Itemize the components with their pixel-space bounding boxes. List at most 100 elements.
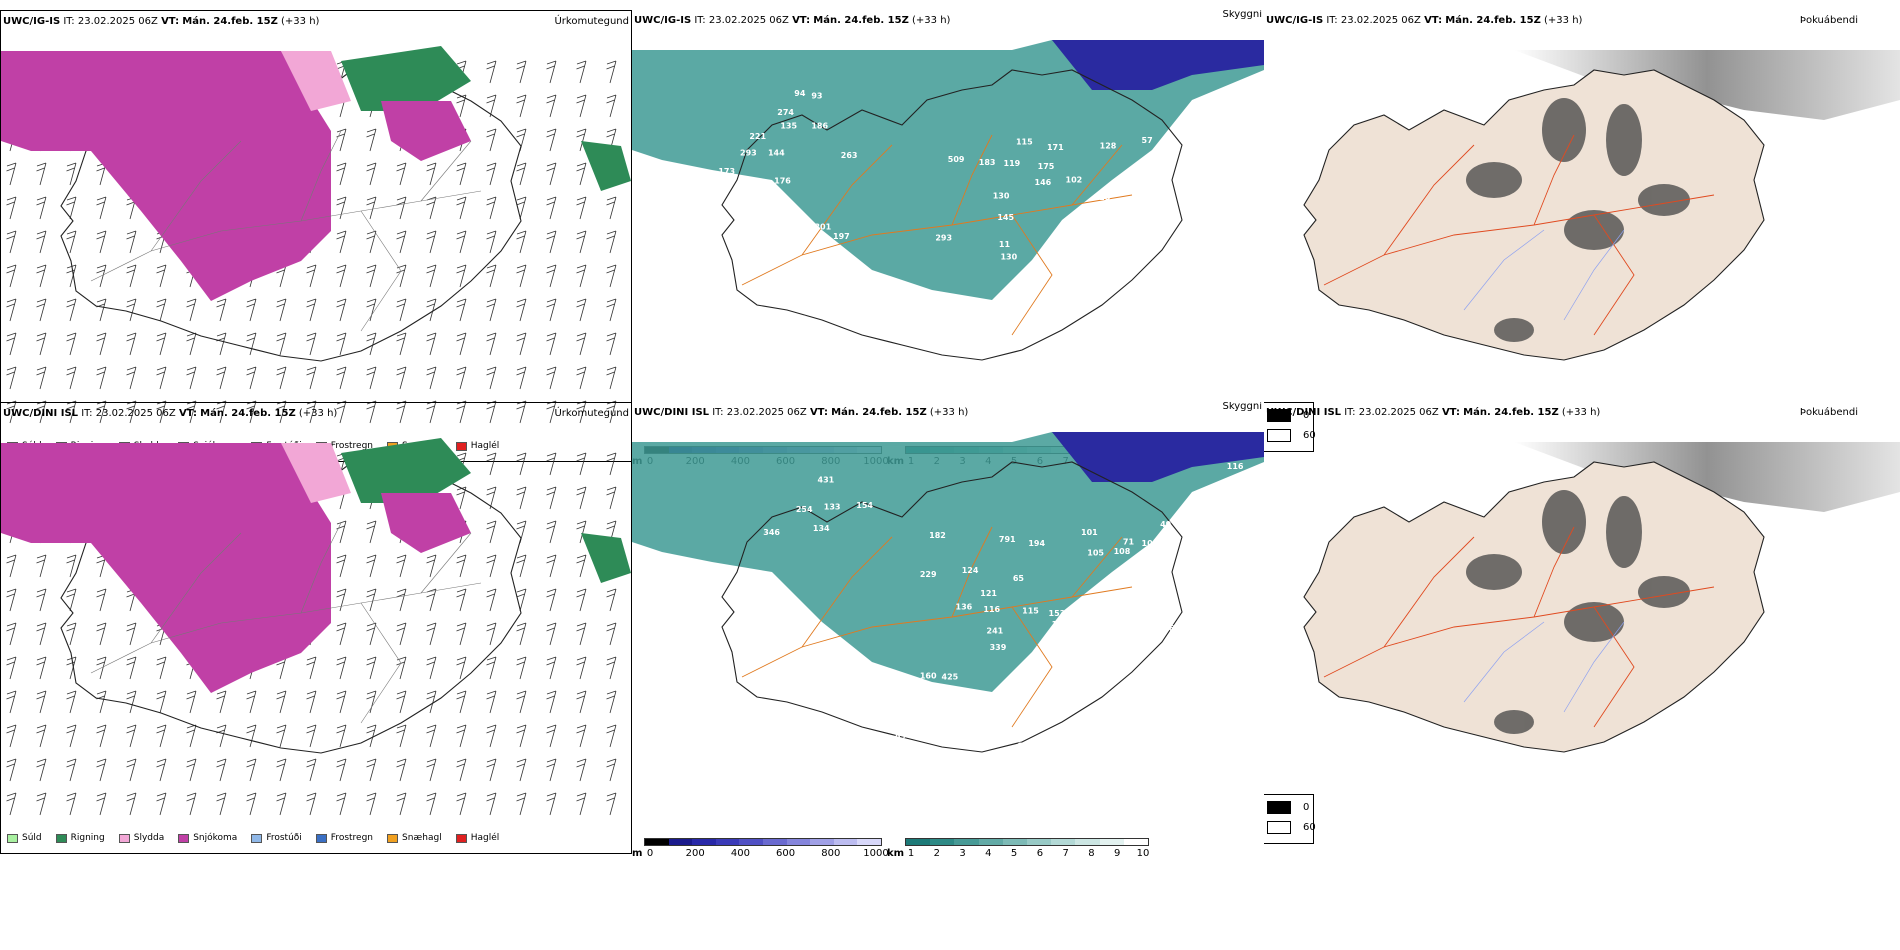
colorbar-km: km 1 2 3 4 5 6 7 8 9 10 [887, 838, 1149, 868]
visibility-value: 105 [1087, 548, 1104, 557]
wind-barb [426, 264, 437, 288]
wind-barb [486, 128, 497, 152]
fog-legend-row: 60 [1267, 821, 1316, 834]
wind-barb [306, 298, 317, 322]
wind-barb [456, 758, 467, 782]
visibility-value: 182 [929, 531, 946, 540]
wind-barb [426, 656, 437, 680]
wind-barb [6, 792, 17, 816]
visibility-value: 145 [997, 213, 1014, 222]
init-time: IT: 23.02.2025 06Z [694, 15, 789, 26]
legend-swatch [455, 833, 467, 843]
wind-barb [366, 162, 377, 186]
wind-barb [126, 332, 137, 356]
panel-header: UWC/IG-IS IT: 23.02.2025 06Z VT: Mán. 24… [634, 10, 1262, 28]
valid-time: Mán. 24.feb. 15Z [1463, 407, 1559, 418]
wind-barb [336, 622, 347, 646]
wind-barb [486, 588, 497, 612]
wind-barb [456, 690, 467, 714]
visibility-value: 94 [794, 89, 806, 98]
wind-barb [216, 332, 227, 356]
fog-legend-swatch [1267, 801, 1291, 814]
wind-barb [126, 622, 137, 646]
visibility-value: 92 [1142, 642, 1153, 651]
visibility-value: 101 [1081, 528, 1098, 537]
wind-barb [456, 264, 467, 288]
colorbar-tick: 1 [907, 848, 915, 859]
wind-barb [246, 298, 257, 322]
visibility-value: 791 [999, 535, 1016, 544]
wind-barb [6, 366, 17, 390]
valid-time-label: VT: [809, 407, 828, 418]
wind-barb [606, 298, 617, 322]
wind-barb [576, 792, 587, 816]
wind-barb [336, 196, 347, 220]
wind-barb [546, 656, 557, 680]
init-time: IT: 23.02.2025 06Z [81, 408, 176, 419]
colorbar-cell [978, 839, 1003, 845]
wind-barb [6, 656, 17, 680]
colorbar-cell [786, 839, 811, 845]
visibility-value: 171 [1047, 143, 1064, 152]
wind-barb [276, 758, 287, 782]
wind-barb [36, 656, 47, 680]
wind-barb [6, 690, 17, 714]
wind-barb [396, 366, 407, 390]
visibility-value: 346 [763, 528, 780, 537]
visibility-value: 509 [948, 155, 965, 164]
visibility-value: 130 [1000, 252, 1017, 261]
colorbar-tick: 400 [730, 848, 750, 859]
panel-header: UWC/IG-IS IT: 23.02.2025 06Z VT: Mán. 24… [1266, 14, 1898, 28]
wind-barb [456, 724, 467, 748]
low-visibility-area [1052, 40, 1264, 90]
visibility-value: 339 [990, 643, 1007, 652]
visibility-value: 183 [977, 723, 994, 732]
wind-barb [186, 332, 197, 356]
colorbar-cell [954, 839, 979, 845]
fog-legend-swatch [1267, 409, 1291, 422]
colorbar-cell [692, 839, 716, 845]
visibility-value: 183 [979, 158, 996, 167]
wind-barb [336, 230, 347, 254]
road-network [90, 130, 482, 332]
wind-barb [426, 332, 437, 356]
precip-type-panel: UWC/IG-IS IT: 23.02.2025 06Z VT: Mán. 24… [0, 10, 632, 462]
fog-dark-areas [1466, 490, 1690, 734]
colorbar-cell [1027, 839, 1052, 845]
panel-header: UWC/DINI ISL IT: 23.02.2025 06Z VT: Mán.… [3, 407, 629, 421]
wind-barb [6, 588, 17, 612]
wind-barb [486, 452, 497, 476]
legend-label: Slydda [133, 833, 165, 843]
legend-item: Snjókoma [178, 831, 237, 845]
wind-barb [546, 94, 557, 118]
visibility-value: 216 [1092, 721, 1109, 730]
wind-barb [396, 690, 407, 714]
colorbar-cell [715, 839, 740, 845]
rain-area [341, 46, 471, 111]
legend-label: Haglél [470, 441, 500, 451]
wind-barb [66, 196, 77, 220]
panel-title: Úrkomutegund [554, 408, 629, 419]
wind-barb [576, 486, 587, 510]
visibility-value: 83 [1244, 485, 1255, 494]
visibility-value: 34 [1104, 747, 1116, 756]
legend-swatch [7, 833, 18, 843]
wind-barb [66, 298, 77, 322]
visibility-value: 115 [1022, 606, 1039, 615]
visibility-value: 146 [1035, 178, 1052, 187]
legend-label: Haglél [470, 833, 500, 843]
visibility-value: 258 [1204, 239, 1221, 248]
wind-barb [486, 60, 497, 84]
wind-barb [366, 196, 377, 220]
wind-barb [276, 366, 287, 390]
wind-barb [66, 690, 77, 714]
visibility-value: 338 [889, 294, 906, 303]
precip-type-panel: UWC/DINI ISL IT: 23.02.2025 06Z VT: Mán.… [0, 402, 632, 854]
wind-barb [6, 230, 17, 254]
wind-barb [576, 128, 587, 152]
visibility-value: 136 [956, 602, 973, 611]
visibility-value: 121 [980, 589, 997, 598]
wind-barb [306, 724, 317, 748]
visibility-value: 233 [1121, 233, 1138, 242]
legend-item: Haglél [455, 831, 500, 845]
